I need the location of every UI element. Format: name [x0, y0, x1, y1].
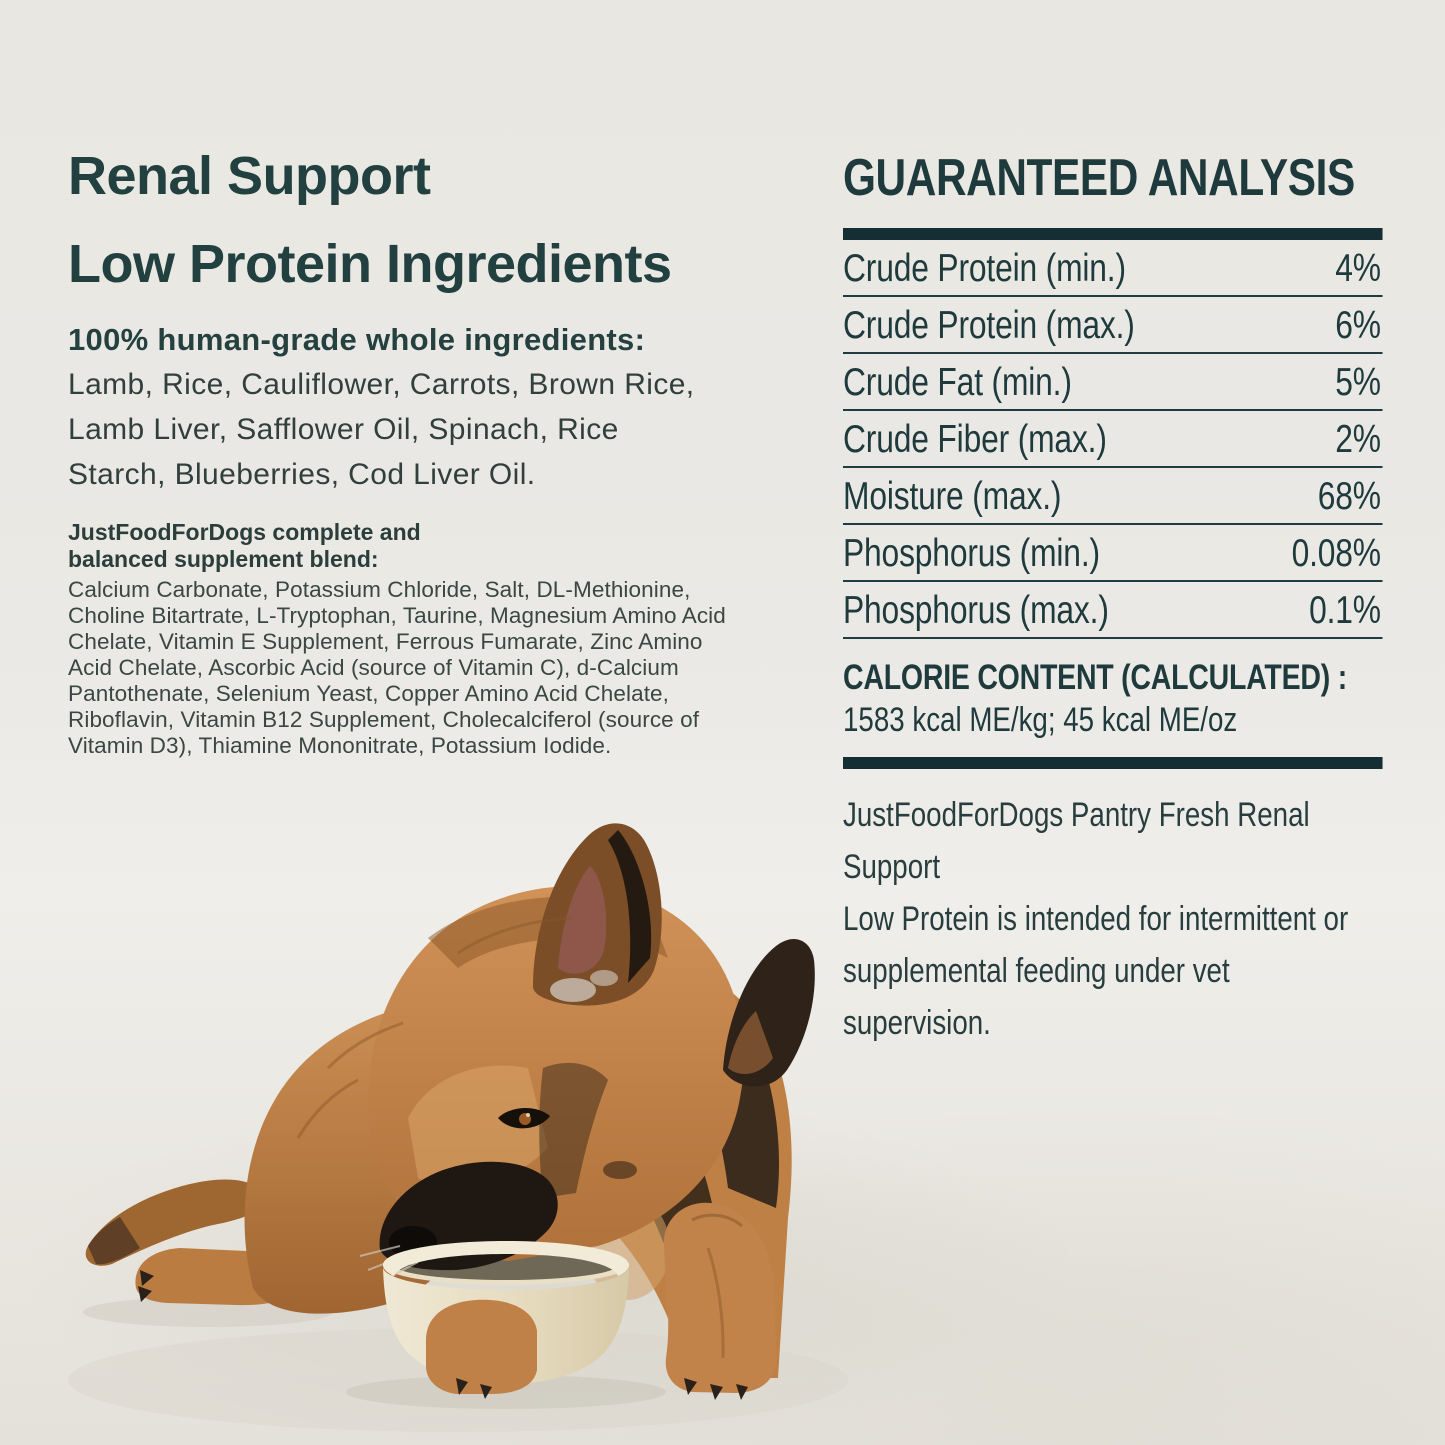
page-title: Renal Support Low Protein Ingredients	[68, 146, 672, 294]
analysis-value: 6%	[1335, 304, 1381, 347]
ingredients-list: Lamb, Rice, Cauliflower, Carrots, Brown …	[68, 368, 695, 491]
analysis-value: 68%	[1317, 475, 1381, 518]
analysis-row: Crude Fiber (max.) 2%	[843, 411, 1383, 468]
analysis-label: Phosphorus (min.)	[843, 532, 1100, 575]
dog-front-paws	[426, 1202, 776, 1400]
analysis-value: 0.1%	[1309, 589, 1381, 632]
analysis-row: Moisture (max.) 68%	[843, 468, 1383, 525]
supplement-blend-list: Calcium Carbonate, Potassium Chloride, S…	[68, 577, 726, 758]
analysis-value: 5%	[1335, 361, 1381, 404]
analysis-label: Phosphorus (max.)	[843, 589, 1109, 632]
analysis-row: Phosphorus (min.) 0.08%	[843, 525, 1383, 582]
german-shepherd-eating-illustration	[68, 823, 848, 1432]
dog-photo	[28, 818, 852, 1445]
ingredients-subhead: 100% human-grade whole ingredients:	[68, 322, 646, 357]
analysis-label: Crude Protein (min.)	[843, 247, 1126, 290]
guaranteed-analysis-panel: GUARANTEED ANALYSIS Crude Protein (min.)…	[843, 152, 1383, 1049]
analysis-label: Crude Fat (min.)	[843, 361, 1072, 404]
supplement-blend-intro: JustFoodForDogs complete and balanced su…	[68, 519, 421, 572]
analysis-label: Crude Fiber (max.)	[843, 418, 1107, 461]
calorie-content-value: 1583 kcal ME/kg; 45 kcal ME/oz	[843, 701, 1238, 739]
analysis-row: Phosphorus (max.) 0.1%	[843, 582, 1383, 639]
calorie-content-title: CALORIE CONTENT (CALCULATED) :	[843, 658, 1347, 697]
analysis-value: 0.08%	[1291, 532, 1381, 575]
analysis-value: 4%	[1335, 247, 1381, 290]
ingredients-panel: Renal Support Low Protein Ingredients 10…	[68, 132, 784, 759]
analysis-row: Crude Protein (min.) 4%	[843, 240, 1383, 297]
analysis-label: Moisture (max.)	[843, 475, 1062, 518]
fur-strokes	[296, 916, 725, 1359]
divider-bar-top	[843, 228, 1383, 240]
analysis-row: Crude Fat (min.) 5%	[843, 354, 1383, 411]
feeding-disclaimer: JustFoodForDogs Pantry Fresh Renal Suppo…	[843, 796, 1349, 1042]
analysis-row: Crude Protein (max.) 6%	[843, 297, 1383, 354]
dog-ears	[533, 823, 815, 1087]
divider-bar-bottom	[843, 757, 1383, 769]
analysis-value: 2%	[1335, 418, 1381, 461]
guaranteed-analysis-title: GUARANTEED ANALYSIS	[843, 149, 1355, 207]
analysis-table: Crude Protein (min.) 4% Crude Protein (m…	[843, 240, 1383, 639]
analysis-label: Crude Protein (max.)	[843, 304, 1135, 347]
